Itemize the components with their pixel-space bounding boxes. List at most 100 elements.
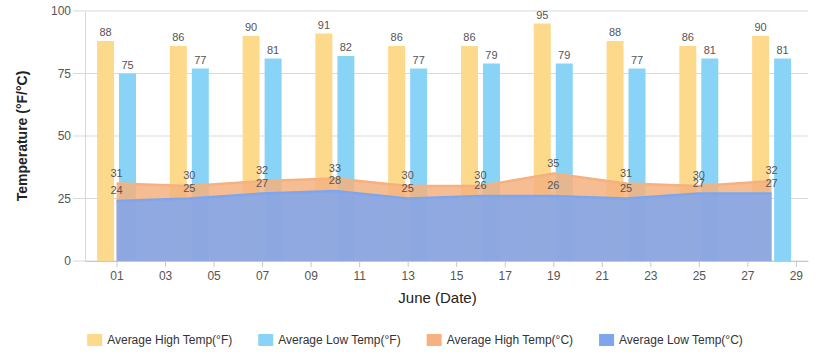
x-tick-label: 05 <box>207 269 221 283</box>
data-label: 27 <box>256 177 268 189</box>
x-tick-label: 11 <box>353 269 366 283</box>
legend-item: Average Low Temp(°F) <box>258 333 400 347</box>
x-tick-mark <box>747 261 748 267</box>
x-tick-label: 23 <box>644 269 658 283</box>
data-label: 79 <box>485 49 497 61</box>
legend-label: Average Low Temp(°F) <box>278 333 400 347</box>
data-label: 25 <box>402 182 414 194</box>
x-tick-label: 29 <box>790 269 804 283</box>
x-tick: 11 <box>353 261 366 283</box>
x-tick: 15 <box>450 261 464 283</box>
data-label: 88 <box>99 26 111 38</box>
x-tick-mark <box>408 261 409 267</box>
data-label: 27 <box>693 177 705 189</box>
line <box>117 191 772 201</box>
x-tick: 13 <box>402 261 416 283</box>
legend-swatch <box>599 334 614 346</box>
x-tick: 25 <box>693 261 707 283</box>
data-label: 79 <box>558 49 570 61</box>
x-tick-label: 19 <box>547 269 561 283</box>
x-tick: 29 <box>790 261 804 283</box>
data-label: 32 <box>256 164 268 176</box>
y-tick: 75 <box>58 67 85 81</box>
y-axis: 0 25 50 75 100 <box>51 4 86 268</box>
x-tick-mark <box>311 261 312 267</box>
x-tick-mark <box>262 261 263 267</box>
chart: 0 25 50 75 100 01 03 05 07 09 11 13 15 17 19 21 23 25 27 29… <box>0 0 830 362</box>
x-tick-mark <box>553 261 554 267</box>
x-tick: 21 <box>596 261 610 283</box>
x-tick-mark <box>359 261 360 267</box>
x-tick: 05 <box>207 261 221 283</box>
data-label: 81 <box>776 44 788 56</box>
data-label: 32 <box>765 164 777 176</box>
y-tick: 50 <box>58 129 85 143</box>
y-tick-label: 100 <box>51 4 71 18</box>
legend-label: Average High Temp(°F) <box>107 333 232 347</box>
legend-item: Average High Temp(°F) <box>87 333 232 347</box>
x-tick: 23 <box>644 261 658 283</box>
data-label: 33 <box>329 162 341 174</box>
x-tick-mark <box>505 261 506 267</box>
x-tick: 17 <box>499 261 513 283</box>
x-tick-mark <box>699 261 700 267</box>
legend-label: Average High Temp(°C) <box>447 333 573 347</box>
x-tick-mark <box>117 261 118 267</box>
y-tick: 25 <box>58 192 85 206</box>
bar <box>774 59 791 262</box>
data-label: 81 <box>704 44 716 56</box>
legend: Average High Temp(°F) Average Low Temp(°F… <box>87 333 743 347</box>
data-label: 95 <box>536 9 548 21</box>
data-label: 26 <box>474 179 486 191</box>
x-tick-mark <box>165 261 166 267</box>
y-tick: 100 <box>51 4 85 18</box>
x-tick: 27 <box>741 261 755 283</box>
data-label: 25 <box>183 182 195 194</box>
x-tick-mark <box>214 261 215 267</box>
x-tick-label: 27 <box>741 269 755 283</box>
data-label: 86 <box>172 31 184 43</box>
data-label: 31 <box>110 167 122 179</box>
x-tick: 09 <box>304 261 318 283</box>
data-label: 77 <box>413 54 425 66</box>
bar <box>97 41 114 261</box>
data-label: 75 <box>121 59 133 71</box>
x-tick-label: 01 <box>110 269 124 283</box>
data-labels: 8886909186869588869075778182777979778181… <box>99 9 788 197</box>
data-label: 30 <box>402 169 414 181</box>
x-tick: 03 <box>159 261 173 283</box>
x-tick-label: 17 <box>499 269 513 283</box>
x-tick-label: 25 <box>693 269 707 283</box>
data-label: 30 <box>183 169 195 181</box>
y-tick-label: 0 <box>64 254 71 268</box>
data-label: 91 <box>318 19 330 31</box>
x-tick-mark <box>602 261 603 267</box>
x-tick-label: 07 <box>256 269 270 283</box>
legend-swatch <box>258 334 273 346</box>
y-tick-label: 75 <box>58 67 72 81</box>
legend-label: Average Low Temp(°C) <box>619 333 743 347</box>
x-tick: 01 <box>110 261 124 283</box>
data-label: 86 <box>682 31 694 43</box>
x-axis-title: June (Date) <box>398 289 476 306</box>
grid <box>73 11 808 261</box>
data-label: 86 <box>463 31 475 43</box>
x-tick-label: 21 <box>596 269 610 283</box>
line <box>117 174 772 187</box>
legend-swatch <box>427 334 442 346</box>
x-tick: 07 <box>256 261 270 283</box>
y-tick: 0 <box>64 254 85 268</box>
x-tick-mark <box>650 261 651 267</box>
data-label: 26 <box>547 179 559 191</box>
data-label: 24 <box>110 184 122 196</box>
legend-item: Average High Temp(°C) <box>427 333 573 347</box>
x-tick-mark <box>796 261 797 267</box>
x-tick-label: 03 <box>159 269 173 283</box>
plot-area <box>97 24 791 262</box>
x-tick-mark <box>456 261 457 267</box>
data-label: 31 <box>620 167 632 179</box>
data-label: 25 <box>620 182 632 194</box>
data-label: 77 <box>631 54 643 66</box>
data-label: 88 <box>609 26 621 38</box>
x-tick-label: 13 <box>402 269 416 283</box>
